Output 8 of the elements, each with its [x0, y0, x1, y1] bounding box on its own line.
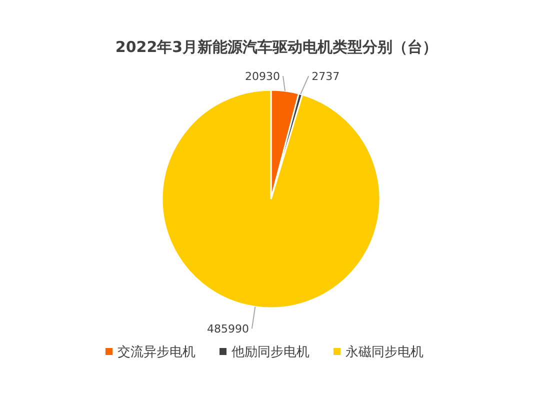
data-label: 2737 — [312, 70, 340, 83]
legend-label: 永磁同步电机 — [346, 344, 424, 360]
chart-title: 2022年3月新能源汽车驱动电机类型分别（台） — [115, 38, 438, 56]
data-label: 485990 — [206, 322, 249, 336]
pie-slice — [161, 89, 381, 309]
legend-label: 他励同步电机 — [232, 345, 310, 360]
data-label: 20930 — [245, 70, 280, 83]
legend-label: 交流异步电机 — [118, 344, 196, 360]
